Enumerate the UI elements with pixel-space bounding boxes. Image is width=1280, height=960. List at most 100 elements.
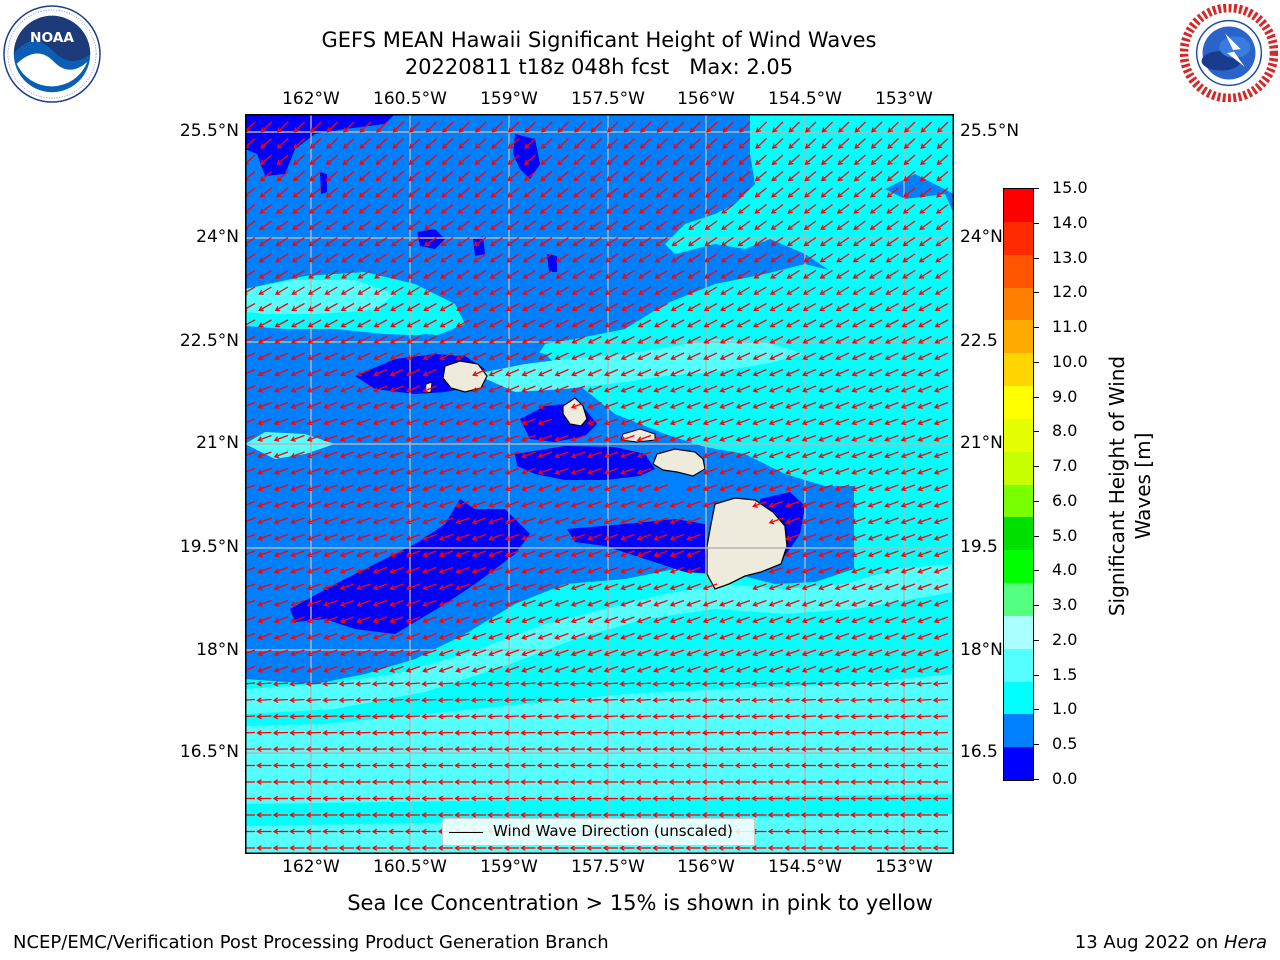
wave-arrow-head	[375, 192, 381, 198]
wave-arrow	[457, 236, 470, 247]
wave-arrow-head	[932, 762, 939, 769]
wave-arrow	[459, 121, 470, 133]
wave-arrow-head	[489, 289, 495, 295]
wave-arrow	[835, 418, 850, 425]
wave-arrow-head	[372, 535, 379, 541]
wave-arrow-head	[273, 485, 280, 492]
wave-arrow	[918, 500, 932, 507]
wave-arrow-head	[786, 273, 793, 279]
wave-arrow	[340, 566, 355, 573]
wave-arrow	[375, 220, 388, 230]
wave-arrow-head	[338, 697, 345, 704]
wave-arrow-head	[917, 338, 924, 344]
wave-arrow-head	[785, 634, 791, 640]
wave-arrow-head	[590, 159, 596, 166]
wave-arrow-head	[817, 762, 823, 769]
wave-arrow	[538, 418, 553, 425]
wave-arrow-head	[257, 667, 263, 673]
wave-arrow-head	[917, 469, 923, 475]
wave-arrow-head	[751, 845, 757, 851]
wave-arrow-head	[323, 452, 329, 459]
wave-arrow	[654, 302, 668, 311]
wave-arrow-head	[653, 551, 659, 558]
wave-arrow-head	[471, 485, 478, 492]
wave-arrow	[423, 335, 437, 344]
wave-arrow	[689, 187, 701, 198]
wave-arrow	[901, 566, 916, 573]
wave-arrow	[291, 418, 305, 425]
wave-arrow	[245, 434, 256, 440]
wave-arrow-head	[322, 845, 328, 851]
wave-arrow-head	[322, 812, 328, 818]
wave-arrow-head	[669, 403, 676, 409]
wave-arrow	[901, 434, 916, 441]
wave-arrow	[639, 171, 652, 182]
wave-arrow	[571, 467, 586, 474]
wave-arrow	[869, 319, 883, 328]
wave-arrow	[245, 401, 256, 408]
wave-arrow-head	[324, 241, 331, 247]
wave-arrow-head	[883, 697, 889, 704]
wave-arrow-head	[866, 779, 873, 785]
wave-arrow	[340, 385, 355, 392]
wave-arrow-head	[869, 257, 875, 263]
wave-arrow	[802, 467, 817, 474]
wave-arrow	[837, 187, 850, 198]
wave-arrow	[770, 286, 784, 295]
wave-arrow-head	[884, 650, 890, 657]
wave-arrow-head	[932, 697, 939, 704]
wave-arrow-head	[900, 535, 907, 541]
wave-arrow	[389, 698, 404, 702]
wave-arrow	[439, 665, 454, 672]
wave-arrow	[505, 599, 520, 606]
wave-arrow	[886, 236, 899, 247]
wave-arrow	[390, 434, 404, 441]
wave-arrow	[422, 698, 437, 702]
wave-arrow-head	[422, 354, 429, 361]
wave-arrow	[755, 187, 767, 198]
wave-arrow-head	[935, 273, 941, 279]
wave-arrow	[489, 616, 503, 623]
wave-arrow-head	[392, 143, 398, 149]
wave-arrow	[439, 401, 454, 409]
wave-arrow-head	[653, 387, 660, 393]
wave-arrow-head	[769, 338, 776, 344]
wave-arrow-head	[603, 419, 610, 426]
wave-arrow	[804, 187, 817, 198]
wave-arrow-head	[257, 634, 263, 640]
wave-arrow-head	[537, 535, 544, 541]
wave-arrow-head	[736, 354, 742, 361]
wave-arrow-head	[589, 208, 595, 214]
wave-arrow-head	[751, 746, 757, 753]
wave-arrow	[719, 698, 734, 702]
wave-arrow-head	[455, 584, 461, 591]
wave-arrow-head	[306, 518, 313, 525]
wave-arrow	[687, 302, 701, 311]
wave-arrow	[786, 418, 800, 425]
wave-arrow-head	[388, 762, 394, 769]
wave-arrow-head	[866, 713, 873, 720]
wave-arrow-head	[669, 568, 676, 574]
wave-arrow-head	[441, 192, 447, 198]
wave-arrow	[604, 665, 619, 672]
wave-arrow	[539, 269, 553, 279]
wave-arrow-head	[603, 650, 610, 657]
wave-arrow-head	[734, 779, 741, 785]
wave-arrow-head	[389, 419, 395, 426]
wave-arrow	[406, 566, 421, 573]
wave-arrow-head	[273, 518, 280, 525]
wave-arrow	[523, 203, 536, 214]
wave-arrow-head	[768, 601, 775, 607]
wave-arrow-head	[290, 452, 296, 459]
wave-arrow	[621, 566, 635, 573]
wave-arrow-head	[257, 452, 263, 459]
wave-arrow-head	[851, 338, 858, 344]
wave-arrow-head	[602, 680, 609, 687]
wave-arrow	[507, 187, 520, 198]
wave-arrow-head	[586, 746, 592, 753]
wave-arrow-head	[273, 535, 280, 541]
wave-arrow-head	[653, 568, 659, 574]
wave-arrow-head	[587, 387, 594, 393]
wave-arrow-head	[422, 650, 428, 657]
wave-arrow	[605, 302, 619, 311]
